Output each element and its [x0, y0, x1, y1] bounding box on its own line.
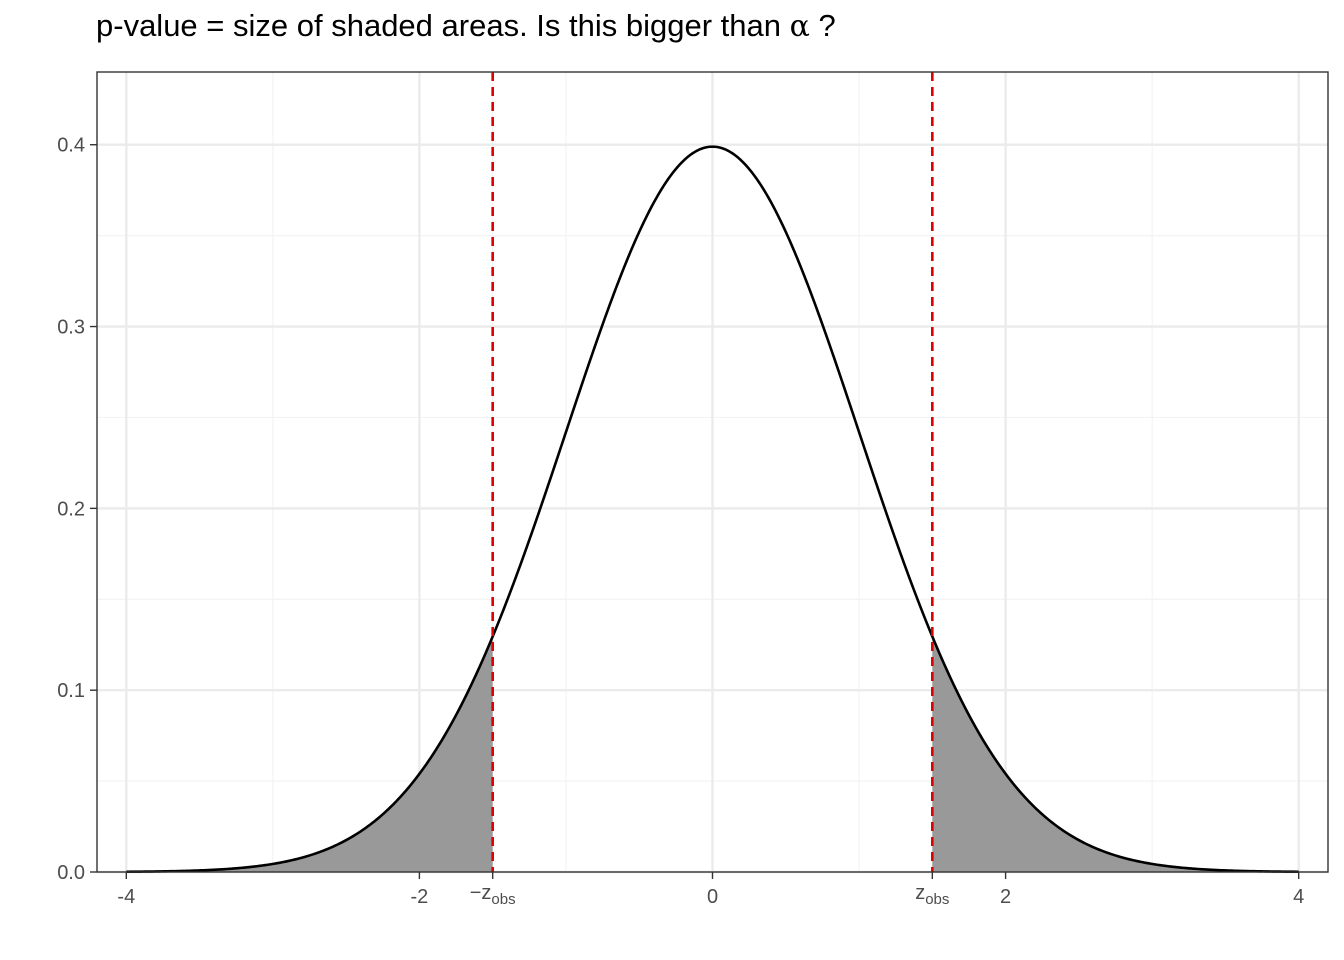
- chart-title: p-value = size of shaded areas. Is this …: [96, 8, 836, 44]
- major-gridlines: [97, 72, 1328, 874]
- y-tick-label: 0.4: [57, 135, 85, 157]
- pos-z-obs-label: zobs: [915, 882, 949, 908]
- y-tick-label: 0.2: [57, 498, 85, 520]
- neg-z-obs-label: −zobs: [470, 882, 516, 908]
- axis-ticks: [90, 144, 1300, 879]
- normal-density-curve: [126, 145, 1299, 874]
- z-obs-subscript-text: obs: [925, 891, 949, 908]
- chart-title-text: p-value = size of shaded areas. Is this …: [96, 8, 790, 43]
- z-obs-main-text: −z: [470, 882, 492, 904]
- z-obs-main-text: z: [915, 882, 925, 904]
- x-tick-label: 4: [1293, 886, 1304, 908]
- alpha-symbol: α: [789, 9, 810, 44]
- left-tail-shaded-area: [126, 636, 493, 872]
- y-tick-label: 0.3: [57, 317, 85, 339]
- axis-tick-labels: 0.00.10.20.30.4-4 -2 0 2 4−zobs zobs: [57, 135, 1304, 908]
- x-tick-label: 2: [1000, 886, 1011, 908]
- z-obs-subscript-text: obs: [491, 891, 515, 908]
- x-tick-label: -4: [117, 886, 135, 908]
- y-tick-label: 0.1: [57, 680, 85, 702]
- x-tick-label: -2: [411, 886, 429, 908]
- y-tick-label: 0.0: [57, 862, 85, 884]
- shaded-tail-areas: [126, 636, 1299, 872]
- critical-value-lines: [491, 72, 934, 872]
- chart-title-suffix: ?: [809, 8, 836, 43]
- x-tick-label: 0: [707, 886, 718, 908]
- density-curve-layer: [126, 145, 1299, 874]
- right-tail-shaded-area: [932, 636, 1299, 872]
